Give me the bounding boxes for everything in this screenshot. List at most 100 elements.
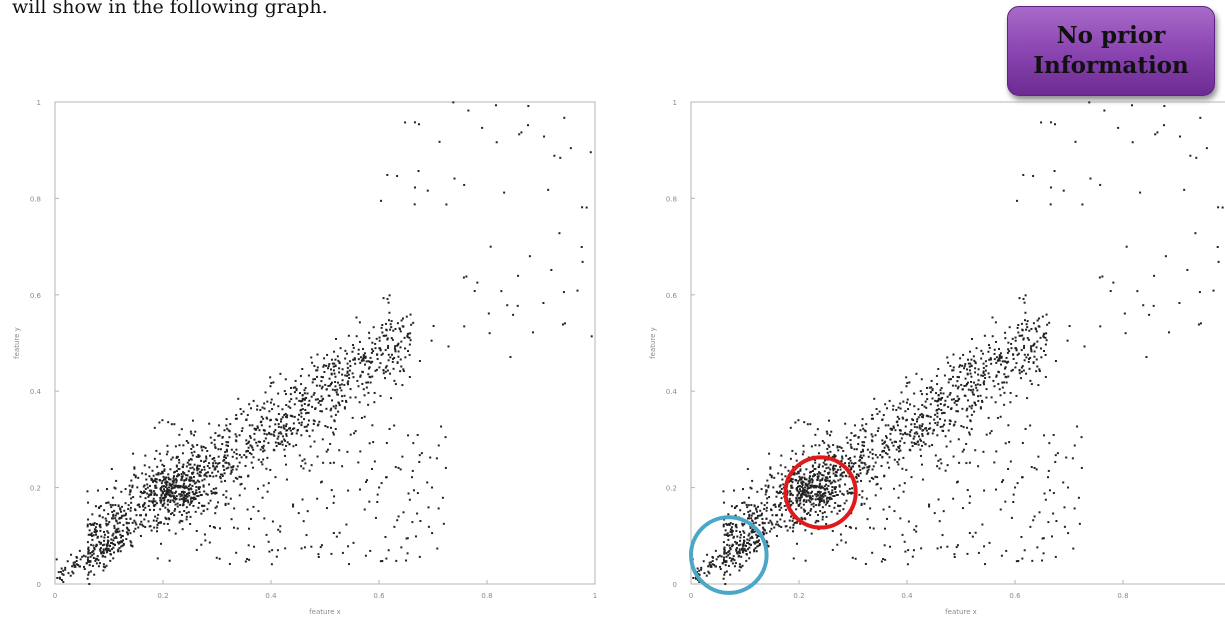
data-point bbox=[896, 415, 899, 418]
data-point bbox=[722, 577, 725, 580]
data-point bbox=[748, 539, 751, 542]
data-point bbox=[120, 514, 123, 517]
data-point bbox=[261, 463, 264, 466]
data-point bbox=[968, 501, 971, 504]
data-point bbox=[111, 496, 114, 499]
data-point bbox=[808, 494, 811, 497]
data-point bbox=[186, 474, 189, 477]
data-point bbox=[727, 534, 730, 537]
data-point bbox=[195, 455, 198, 458]
data-point bbox=[723, 571, 726, 574]
data-point bbox=[860, 503, 863, 506]
data-point bbox=[310, 395, 313, 398]
data-point bbox=[164, 481, 167, 484]
data-point bbox=[304, 408, 307, 411]
data-point bbox=[387, 301, 390, 304]
data-point bbox=[789, 526, 792, 529]
data-point bbox=[1009, 391, 1012, 394]
data-point bbox=[197, 456, 200, 459]
data-point bbox=[849, 526, 852, 529]
data-point bbox=[411, 521, 414, 524]
data-point bbox=[854, 434, 857, 437]
data-point bbox=[191, 444, 194, 447]
data-point bbox=[285, 433, 288, 436]
data-point bbox=[257, 487, 260, 490]
data-point bbox=[722, 523, 725, 526]
data-point bbox=[817, 486, 820, 489]
data-point bbox=[206, 471, 209, 474]
data-point bbox=[1037, 455, 1040, 458]
data-point bbox=[850, 432, 853, 435]
data-point bbox=[755, 507, 758, 510]
data-point bbox=[300, 421, 303, 424]
data-point bbox=[864, 436, 867, 439]
data-point bbox=[205, 457, 208, 460]
data-point bbox=[209, 525, 212, 528]
data-point bbox=[298, 422, 301, 425]
data-point bbox=[708, 563, 711, 566]
data-point bbox=[853, 424, 856, 427]
data-point bbox=[349, 365, 352, 368]
data-point bbox=[129, 517, 132, 520]
data-point bbox=[1055, 520, 1058, 523]
data-point bbox=[110, 468, 113, 471]
data-point bbox=[804, 529, 807, 532]
data-point bbox=[95, 522, 98, 525]
data-point bbox=[888, 399, 891, 402]
data-point bbox=[966, 368, 969, 371]
data-point bbox=[748, 513, 751, 516]
data-point bbox=[154, 477, 157, 480]
data-point bbox=[780, 473, 783, 476]
data-point bbox=[99, 549, 102, 552]
data-point bbox=[778, 508, 781, 511]
data-point bbox=[399, 358, 402, 361]
data-point bbox=[834, 464, 837, 467]
data-point bbox=[171, 480, 174, 483]
data-point bbox=[739, 509, 742, 512]
data-point bbox=[234, 476, 237, 479]
data-point bbox=[931, 397, 934, 400]
data-point bbox=[203, 533, 206, 536]
data-point bbox=[935, 374, 938, 377]
data-point bbox=[947, 361, 950, 364]
data-point bbox=[791, 486, 794, 489]
data-point bbox=[235, 435, 238, 438]
data-point bbox=[121, 529, 124, 532]
data-point bbox=[223, 454, 226, 457]
data-point bbox=[171, 491, 174, 494]
data-point bbox=[827, 444, 830, 447]
data-point bbox=[321, 376, 324, 379]
data-point bbox=[335, 337, 338, 340]
data-point bbox=[186, 495, 189, 498]
data-point bbox=[160, 489, 163, 492]
data-point bbox=[975, 386, 978, 389]
data-point bbox=[788, 479, 791, 482]
data-point bbox=[116, 531, 119, 534]
data-point bbox=[301, 408, 304, 411]
data-point bbox=[273, 449, 276, 452]
data-point bbox=[97, 559, 100, 562]
data-point bbox=[845, 499, 848, 502]
data-point bbox=[826, 488, 829, 491]
data-point bbox=[727, 513, 730, 516]
data-point bbox=[727, 564, 730, 567]
data-point bbox=[759, 509, 762, 512]
data-point bbox=[959, 364, 962, 367]
data-point bbox=[333, 350, 336, 353]
data-point bbox=[789, 490, 792, 493]
data-point bbox=[961, 388, 964, 391]
data-point bbox=[1021, 476, 1024, 479]
data-point bbox=[147, 495, 150, 498]
data-point bbox=[172, 480, 175, 483]
data-point bbox=[259, 409, 262, 412]
data-point bbox=[969, 495, 972, 498]
data-point bbox=[745, 559, 748, 562]
y-tick-label: 1 bbox=[37, 99, 41, 107]
data-point bbox=[743, 523, 746, 526]
data-point bbox=[874, 434, 877, 437]
data-point bbox=[930, 386, 933, 389]
data-point bbox=[188, 476, 191, 479]
data-point bbox=[338, 449, 341, 452]
data-point bbox=[819, 472, 822, 475]
data-point bbox=[107, 513, 110, 516]
